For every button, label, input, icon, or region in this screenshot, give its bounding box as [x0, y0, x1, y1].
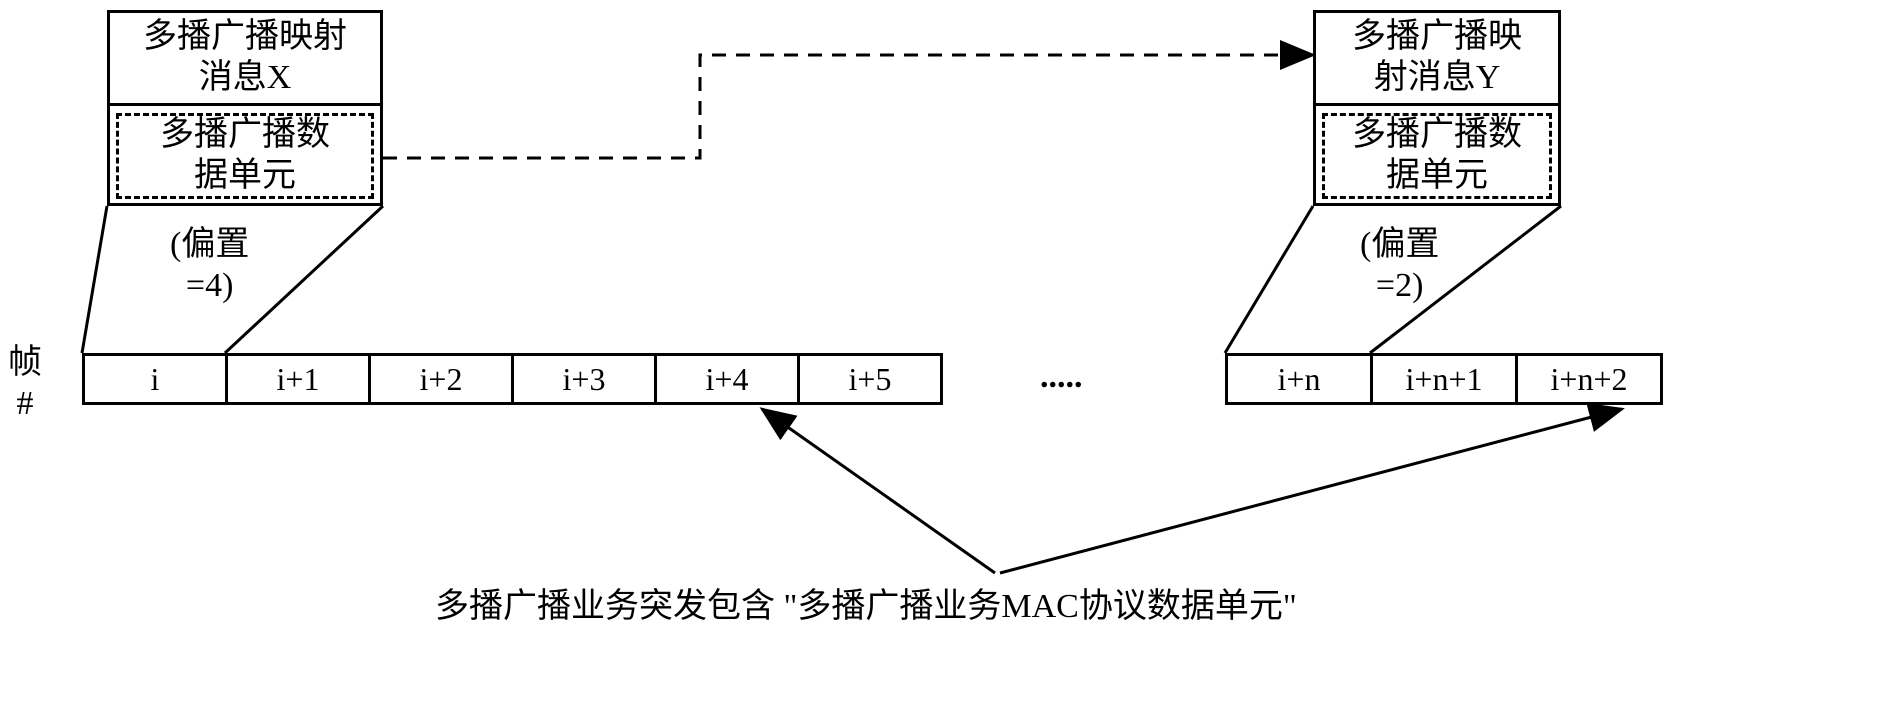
frame-cell-4: i+4	[654, 353, 800, 405]
right-unit-line1: 多播广播数	[1352, 116, 1522, 153]
frame-cell-3: i+3	[511, 353, 657, 405]
bottom-caption-text: 多播广播业务突发包含 "多播广播业务MAC协议数据单元"	[435, 588, 1297, 625]
bottom-caption: 多播广播业务突发包含 "多播广播业务MAC协议数据单元"	[435, 578, 1297, 627]
frame-cell-5-label: i+5	[849, 361, 892, 398]
frame-cell-1-label: i+1	[277, 361, 320, 398]
frame-cell-3-label: i+3	[563, 361, 606, 398]
right-title-box: 多播广播映 射消息Y	[1313, 10, 1561, 106]
frame-cell-2-label: i+2	[420, 361, 463, 398]
left-offset-label: (偏置 =4)	[170, 225, 249, 307]
frame-cell-r1-label: i+n+1	[1406, 361, 1483, 398]
frame-label-line2: #	[17, 385, 34, 422]
frame-ellipsis-label: .....	[1040, 358, 1083, 395]
right-dashed-box: 多播广播数 据单元	[1322, 113, 1552, 199]
zoom-line-left-a	[82, 206, 107, 353]
bottom-arrow-right	[1000, 409, 1622, 573]
left-title-box: 多播广播映射 消息X	[107, 10, 383, 106]
frame-cell-0-label: i	[151, 361, 160, 398]
left-offset-line1: (偏置	[170, 226, 249, 263]
frame-cell-2: i+2	[368, 353, 514, 405]
frame-cell-5: i+5	[797, 353, 943, 405]
frame-cell-r2-label: i+n+2	[1551, 361, 1628, 398]
left-title-line1: 多播广播映射	[143, 18, 347, 55]
right-offset-line2: =2)	[1376, 267, 1424, 304]
right-title-line2: 射消息Y	[1374, 59, 1501, 96]
frame-ellipsis: .....	[1040, 358, 1083, 396]
frame-cell-r2: i+n+2	[1515, 353, 1663, 405]
frame-cell-4-label: i+4	[706, 361, 749, 398]
frame-cell-r0: i+n	[1225, 353, 1373, 405]
left-offset-line2: =4)	[186, 267, 234, 304]
dashed-arrow	[383, 55, 1313, 158]
bottom-arrow-left	[762, 409, 995, 573]
right-unit-line2: 据单元	[1386, 157, 1488, 194]
frame-cell-0: i	[82, 353, 228, 405]
right-offset-label: (偏置 =2)	[1360, 225, 1439, 307]
right-offset-line1: (偏置	[1360, 226, 1439, 263]
frame-label-line1: 帧	[8, 344, 42, 381]
frame-cell-1: i+1	[225, 353, 371, 405]
left-unit-line1: 多播广播数	[160, 116, 330, 153]
left-title-line2: 消息X	[199, 59, 292, 96]
frame-cell-r1: i+n+1	[1370, 353, 1518, 405]
right-title-line1: 多播广播映	[1352, 18, 1522, 55]
zoom-line-right-a	[1225, 206, 1313, 353]
frame-row-label: 帧 #	[8, 343, 42, 425]
left-dashed-box: 多播广播数 据单元	[116, 113, 374, 199]
left-unit-line2: 据单元	[194, 157, 296, 194]
frame-cell-r0-label: i+n	[1278, 361, 1321, 398]
